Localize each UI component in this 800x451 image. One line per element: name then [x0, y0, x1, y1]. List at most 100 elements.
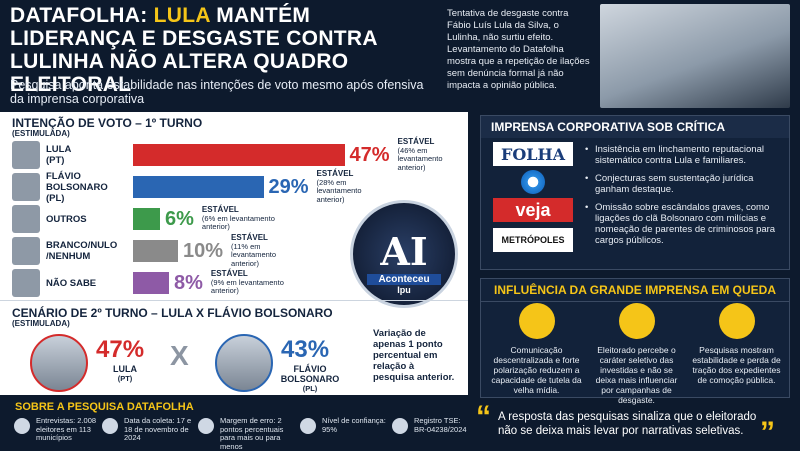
value-label: 6% [165, 207, 194, 230]
bullet: Conjecturas sem sustentação jurídica gan… [585, 173, 783, 195]
status: ESTÁVEL [210, 269, 248, 279]
influence-text: Eleitorado percebe o caráter seletivo da… [595, 345, 678, 405]
icon [718, 303, 755, 339]
icon [12, 237, 40, 265]
logo: METRÓPOLES [493, 228, 573, 252]
section-subtitle: (ESTIMULADA) [12, 129, 70, 138]
note-text: (11% em levantamento anterior) [231, 241, 277, 268]
panel-title: INFLUÊNCIA DA GRANDE IMPRENSA EM QUEDA [481, 279, 789, 302]
name: LULA [113, 364, 137, 374]
versus: X [170, 340, 189, 371]
logo-globo [493, 170, 573, 194]
footer-title: SOBRE A PESQUISA DATAFOLHA [15, 401, 194, 413]
photo [600, 4, 790, 108]
bar-area: 6% ESTÁVEL (6% em levantamento anterior) [133, 206, 277, 232]
value-label: 29% [268, 175, 309, 198]
note: ESTÁVEL (11% em levantamento anterior) [231, 233, 306, 268]
panel-title: IMPRENSA CORPORATIVA SOB CRÍTICA [481, 116, 789, 138]
candidate-photo [30, 334, 88, 392]
status: ESTÁVEL [397, 137, 435, 146]
name: BRANCO/NULO /NENHUM [46, 240, 118, 262]
value-label: 47% [349, 143, 390, 166]
name: FLÁVIO BOLSONARO [280, 364, 340, 384]
candidate-name: LULA (PT) [90, 364, 160, 384]
title: DATAFOLHA: LULA MANTÉM LIDERANÇA E DESGA… [10, 4, 440, 96]
footer-item: Entrevistas: 2.008 eleitores em 113 muni… [14, 416, 100, 443]
note: ESTÁVEL (28% em levantamento anterior) [316, 169, 392, 204]
influence-item: Pesquisas mostram estabilidade e perda d… [689, 303, 784, 385]
bullets: Insistência em linchamento reputacional … [585, 144, 783, 253]
section-title: CENÁRIO DE 2º TURNO – LULA X FLÁVIO BOLS… [12, 306, 333, 320]
influence-text: Pesquisas mostram estabilidade e perda d… [692, 345, 781, 385]
badge-name: Aconteceu [367, 274, 441, 285]
party: (PT) [117, 374, 133, 383]
bullet: Omissão sobre escândalos graves, como li… [585, 202, 783, 246]
note: ESTÁVEL (9% em levantamento anterior) [211, 270, 286, 296]
note-text: (9% em levantamento anterior) [210, 277, 284, 296]
badge: AI Aconteceu Ipu [350, 200, 458, 308]
footer-item: Margem de erro: 2 pontos percentuais par… [198, 416, 298, 451]
footer-item: Data da coleta: 17 e 18 de novembro de 2… [102, 416, 194, 443]
bar [133, 176, 264, 198]
press-panel: IMPRENSA CORPORATIVA SOB CRÍTICA FOLHA v… [480, 115, 790, 270]
second-round-note: Variação de apenas 1 ponto percentual em… [373, 328, 455, 383]
row: LULA (PT) 47% ESTÁVEL (46% em levantamento a… [0, 137, 468, 171]
icon [12, 141, 40, 169]
row: NÃO SABE 8% ESTÁVEL (9% em levantamento ant… [0, 268, 468, 298]
quote-mark: “ [476, 400, 491, 433]
party: (PL) [46, 192, 65, 204]
name: FLÁVIO BOLSONARO [46, 170, 108, 193]
name: NÃO SABE [46, 277, 97, 289]
bar-area: 47% ESTÁVEL (46% em levantamento anterior) [133, 137, 473, 172]
bar-area: 10% ESTÁVEL (11% em levantamento anterior) [133, 233, 306, 268]
row: OUTROS 6% ESTÁVEL (6% em levantamento anter… [0, 204, 468, 234]
influence-panel: INFLUÊNCIA DA GRANDE IMPRENSA EM QUEDA C… [480, 278, 790, 405]
candidate-name: FLÁVIO BOLSONARO (PL) [275, 364, 345, 394]
bar [133, 144, 345, 166]
value-label: 43% [281, 336, 330, 363]
row-label: FLÁVIO BOLSONARO (PL) [46, 171, 132, 204]
influence-item: Eleitorado percebe o caráter seletivo da… [589, 303, 684, 405]
icon [12, 173, 40, 201]
row: BRANCO/NULO /NENHUM 10% ESTÁVEL (11% em lev… [0, 233, 468, 268]
badge-city: Ipu [397, 285, 411, 295]
title-part: MANTÉM LIDERANÇA E DESGASTE CONTRA LULIN… [10, 4, 378, 96]
note: ESTÁVEL (6% em levantamento anterior) [202, 206, 277, 232]
intro: Tentativa de desgaste contra Fábio Luís … [447, 8, 590, 91]
note-text: (6% em levantamento anterior) [201, 213, 275, 232]
footer-item: Registro TSE: BR-04238/2024 [392, 416, 468, 434]
title-part: DATAFOLHA: [10, 4, 154, 27]
row-label: BRANCO/NULO /NENHUM [46, 240, 132, 262]
title-highlight: LULA [153, 4, 211, 27]
value-label: 8% [174, 271, 203, 294]
influence-item: Comunicação descentralizada e forte pola… [489, 303, 584, 395]
quote: A resposta das pesquisas sinaliza que o … [498, 411, 757, 437]
logo: veja [493, 198, 573, 222]
subtitle: Pesquisa aponta estabilidade nas intençõ… [10, 78, 424, 106]
icon [12, 205, 40, 233]
status: ESTÁVEL [316, 169, 354, 178]
row: FLÁVIO BOLSONARO (PL) 29% ESTÁVEL (28% em le… [0, 169, 468, 204]
status: ESTÁVEL [201, 205, 239, 215]
divider [0, 300, 468, 301]
row-label: OUTROS [46, 214, 132, 225]
footer: SOBRE A PESQUISA DATAFOLHA Entrevistas: … [0, 395, 470, 450]
note-text: (46% em levantamento anterior) [397, 145, 443, 172]
influence-text: Comunicação descentralizada e forte pola… [491, 345, 582, 395]
icon [518, 303, 555, 339]
bar [133, 240, 178, 262]
name: OUTROS [46, 213, 87, 225]
section-title: INTENÇÃO DE VOTO – 1º TURNO [12, 116, 203, 130]
left-panel: INTENÇÃO DE VOTO – 1º TURNO (ESTIMULADA)… [0, 112, 468, 395]
candidate-photo [215, 334, 273, 392]
bar-area: 8% ESTÁVEL (9% em levantamento anterior) [133, 270, 286, 296]
name: LULA [46, 144, 72, 155]
bar [133, 272, 169, 294]
footer-item: Nível de confiança: 95% [300, 416, 388, 434]
icon [12, 269, 40, 297]
logo: FOLHA [493, 142, 573, 166]
party: (PT) [46, 155, 65, 166]
bar [133, 208, 160, 230]
row-label: NÃO SABE [46, 278, 132, 289]
